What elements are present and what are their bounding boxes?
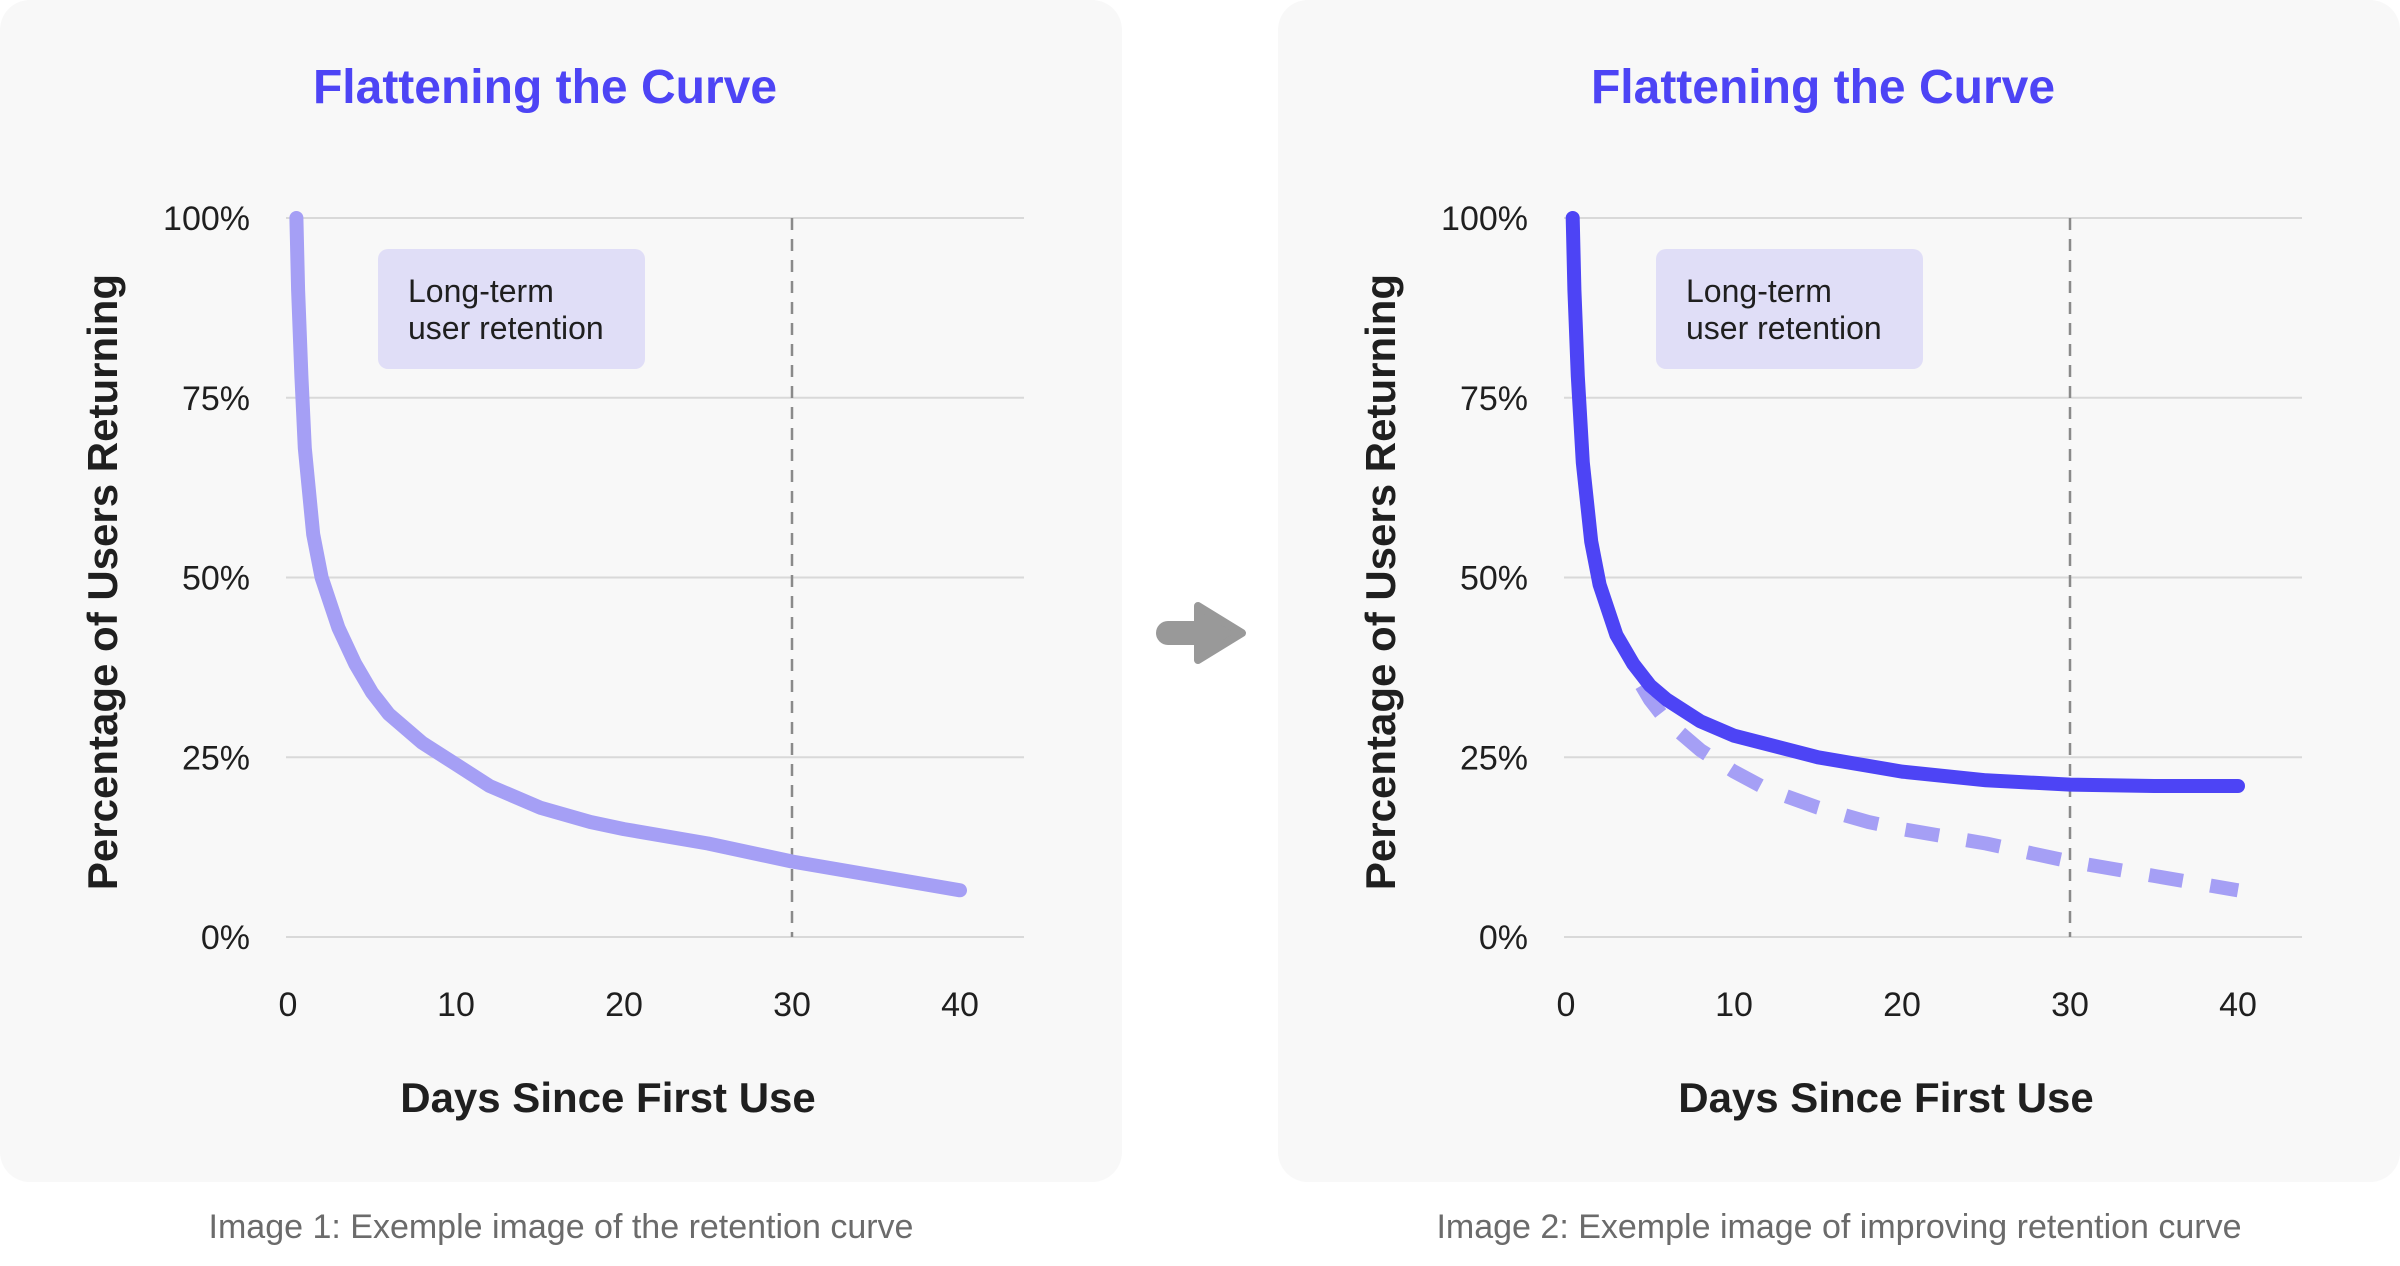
retention-curve-line [289, 211, 967, 898]
annotation-text-line1: Long-term [408, 273, 554, 309]
x-tick-label: 30 [773, 986, 811, 1024]
x-tick-label: 30 [2051, 986, 2089, 1024]
x-tick-label: 0 [279, 986, 298, 1024]
retention-curve-line [1565, 211, 2245, 793]
chart-panel-right: Flattening the Curve 0% 25% 50% 75% 100% 0 10 20… [1278, 0, 2400, 1182]
y-axis-label: Percentage of Users Returning [1357, 274, 1404, 890]
x-axis-label: Days Since First Use [400, 1074, 816, 1121]
x-tick-label: 0 [1557, 986, 1576, 1024]
x-tick-label: 10 [1715, 986, 1753, 1024]
x-tick-label: 20 [1883, 986, 1921, 1024]
y-tick-label: 0% [1479, 919, 1528, 957]
annotation-text-line2: user retention [1686, 310, 1882, 346]
caption-right: Image 2: Exemple image of improving rete… [1436, 1208, 2242, 1246]
y-tick-label: 25% [1460, 739, 1528, 777]
y-tick-label: 100% [163, 200, 250, 238]
x-tick-label: 20 [605, 986, 643, 1024]
retention-chart-left: Flattening the Curve 0% 25% 50% 75% 100% 0 10 20… [79, 61, 1024, 1121]
y-tick-label: 50% [1460, 560, 1528, 598]
x-axis-label: Days Since First Use [1678, 1074, 2094, 1121]
x-tick-label: 40 [941, 986, 979, 1024]
retention-chart-right: Flattening the Curve 0% 25% 50% 75% 100% 0 10 20… [1357, 61, 2302, 1121]
x-tick-label: 10 [437, 986, 475, 1024]
y-tick-label: 0% [201, 919, 250, 957]
x-tick-label: 40 [2219, 986, 2257, 1024]
chart-title: Flattening the Curve [313, 61, 777, 114]
annotation-background [1656, 249, 1923, 369]
annotation-text-line2: user retention [408, 310, 604, 346]
y-tick-label: 75% [182, 380, 250, 418]
y-tick-label: 50% [182, 560, 250, 598]
annotation-background [378, 249, 645, 369]
chart-title: Flattening the Curve [1591, 61, 2055, 114]
y-tick-label: 25% [182, 739, 250, 777]
previous-retention-curve-line [1635, 681, 2240, 898]
chart-panel-left: Flattening the Curve 0% 25% 50% 75% 100% 0 10 20… [0, 0, 1122, 1182]
annotation-text-line1: Long-term [1686, 273, 1832, 309]
caption-left: Image 1: Exemple image of the retention … [208, 1208, 914, 1246]
right-arrow-icon [1150, 600, 1250, 671]
y-tick-label: 100% [1441, 200, 1528, 238]
y-tick-label: 75% [1460, 380, 1528, 418]
y-axis-label: Percentage of Users Returning [79, 274, 126, 890]
